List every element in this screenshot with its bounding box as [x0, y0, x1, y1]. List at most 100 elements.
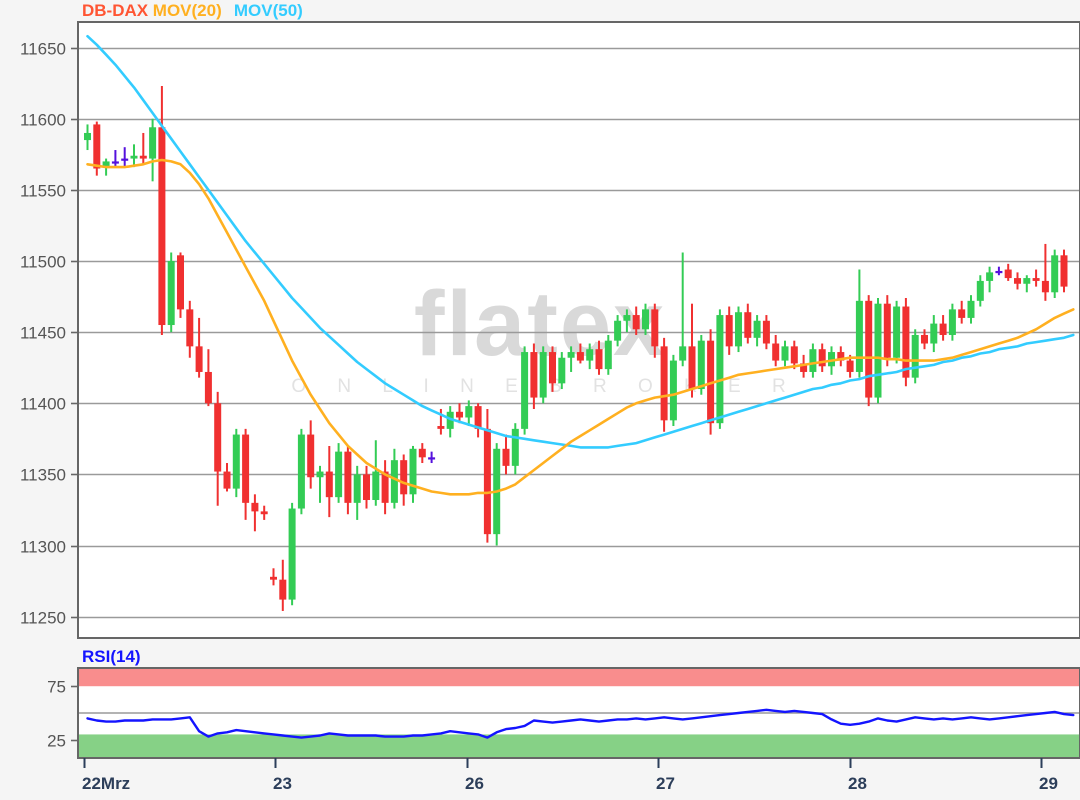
candle-body [809, 349, 817, 372]
price-y-axis-label: 11350 [20, 466, 66, 485]
candle-body [958, 309, 966, 318]
candle-body [251, 502, 259, 512]
candle-body [1041, 280, 1049, 293]
rsi-panel-border [77, 667, 1080, 759]
candle-body [521, 352, 529, 429]
candle-body [995, 270, 1003, 274]
rsi-y-axis-label: 75 [47, 678, 66, 697]
candle-body [167, 261, 175, 326]
candle-body [1051, 255, 1059, 293]
candle-body [232, 434, 240, 489]
candle-body [697, 340, 705, 390]
candle-body [139, 155, 147, 159]
candle-body [1032, 278, 1040, 281]
rsi-y-axis-label: 25 [47, 732, 66, 751]
candle-body [604, 340, 612, 370]
candle-body [1004, 269, 1012, 279]
candle-body [102, 161, 110, 168]
rsi-overbought-zone [78, 668, 1080, 687]
candle-body [893, 306, 901, 358]
legend-item-2: MOV(50) [234, 1, 303, 20]
candle-body [576, 352, 584, 361]
x-axis-label-5: 29 [1039, 774, 1058, 793]
price-plot-background [78, 22, 1080, 638]
candle-body [390, 460, 398, 503]
price-y-axis-label: 11600 [20, 111, 66, 130]
candle-body [883, 303, 891, 358]
candle-body [735, 312, 742, 347]
candle-body [549, 352, 556, 384]
candle-body [511, 428, 519, 466]
candle-body [846, 360, 854, 372]
candle-body [855, 300, 863, 372]
candle-body [902, 306, 910, 378]
x-axis-label-0: 22Mrz [82, 774, 130, 793]
candle-body [149, 127, 157, 159]
candle-body [502, 448, 510, 466]
candle-body [539, 352, 547, 398]
candle-body [781, 346, 789, 361]
candle-body [279, 579, 287, 600]
candle-body [800, 363, 808, 372]
candle-body [744, 312, 752, 338]
candle-body [297, 434, 305, 509]
legend-item-0: DB-DAX [82, 1, 149, 20]
candle-body [270, 576, 277, 580]
candle-body [976, 280, 984, 301]
candle-body [837, 352, 845, 361]
candle-body [651, 309, 659, 347]
candle-body [195, 346, 203, 372]
candle-body [474, 406, 482, 429]
x-axis-label-1: 23 [273, 774, 292, 793]
candle-body [688, 346, 696, 390]
candle-body [921, 334, 928, 344]
candle-body [948, 309, 956, 335]
price-y-axis-label: 11650 [20, 40, 66, 59]
candle-body [446, 411, 454, 429]
price-y-axis-label: 11550 [20, 182, 66, 201]
candle-body [130, 155, 138, 159]
candle-body [586, 349, 594, 361]
candle-body [595, 349, 603, 370]
x-axis-label-3: 27 [656, 774, 675, 793]
candle-body [874, 303, 882, 398]
candle-body [939, 323, 947, 335]
price-y-axis-label: 11500 [20, 253, 66, 272]
candle-body [363, 474, 370, 501]
candle-body [1014, 278, 1021, 284]
candle-body [186, 309, 194, 347]
candle-body [865, 300, 873, 398]
candle-body [614, 320, 622, 341]
candle-body [679, 346, 687, 361]
candle-body [177, 255, 184, 310]
candle-body [911, 334, 919, 378]
rsi-oversold-zone [78, 734, 1080, 758]
mov50-line [86, 34, 1075, 449]
x-axis-label-2: 26 [465, 774, 484, 793]
candle-body [762, 320, 770, 344]
candle-body [288, 508, 296, 600]
candle-body [818, 349, 826, 367]
candle-body [642, 309, 649, 330]
candle-body [93, 124, 101, 169]
candle-body [1060, 255, 1068, 287]
candle-body [930, 323, 938, 344]
watermark-logo: flatex [414, 273, 666, 375]
candle-body [242, 434, 250, 503]
candle-body [772, 343, 780, 361]
candle-body [465, 406, 473, 418]
candle-body [530, 352, 538, 398]
candle-body [335, 451, 343, 498]
candle-body [121, 158, 129, 161]
candle-body [84, 132, 91, 141]
candle-body [753, 320, 761, 338]
candle-body [725, 315, 733, 347]
rsi-panel-title: RSI(14) [82, 647, 141, 666]
candle-body [437, 426, 445, 429]
candle-body [418, 448, 426, 458]
candle-body [158, 127, 166, 326]
candle-body [790, 346, 798, 364]
price-panel-border [77, 21, 1080, 639]
candle-body [316, 471, 324, 478]
